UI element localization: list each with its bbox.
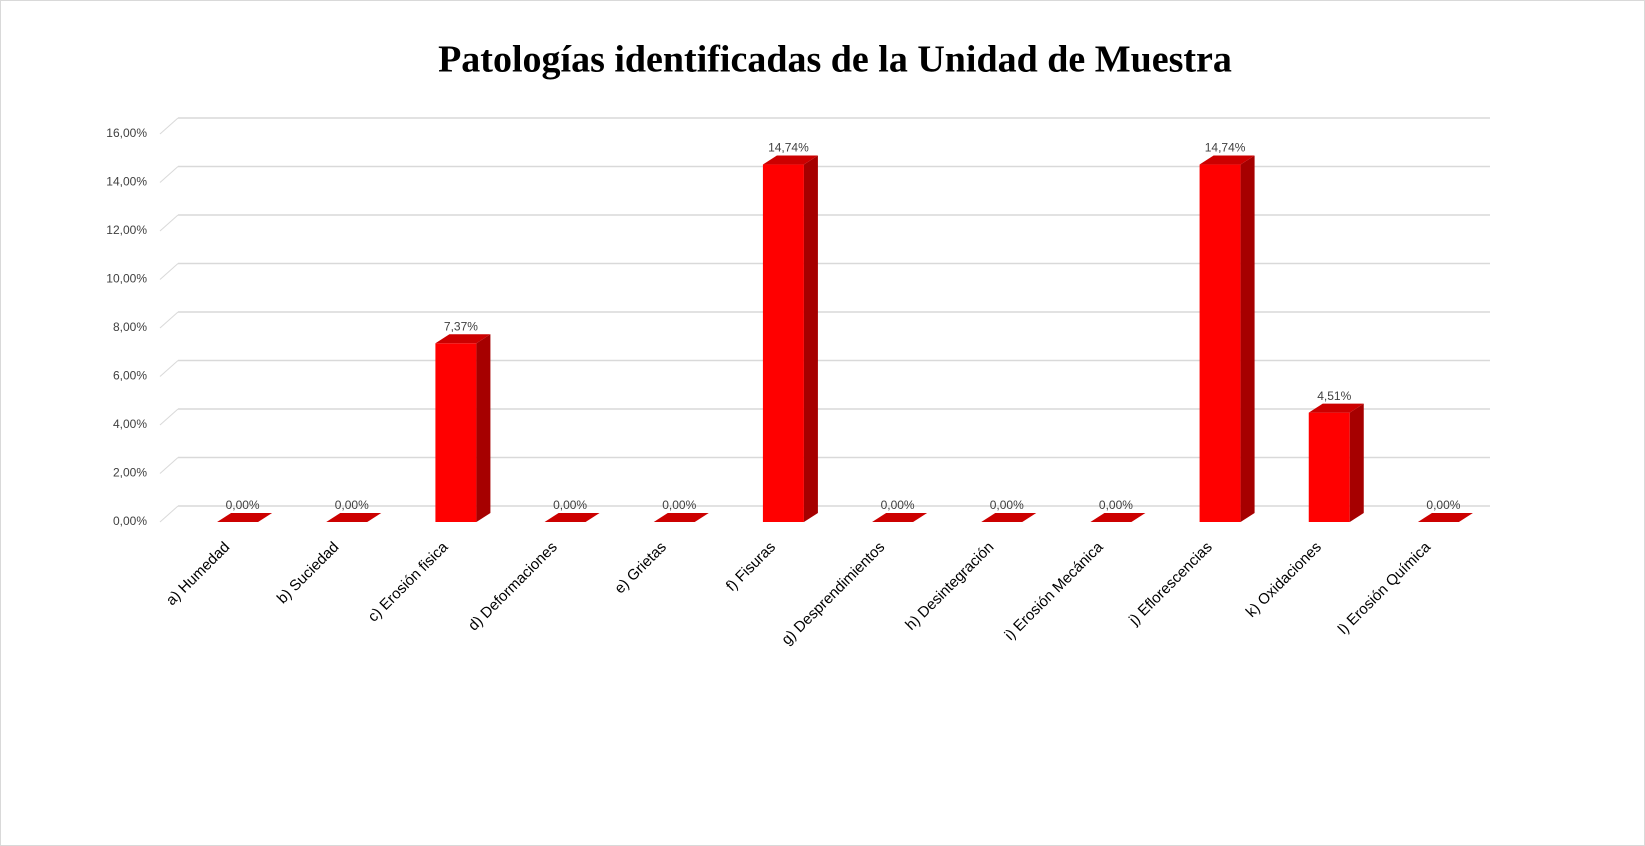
grid-line bbox=[159, 360, 179, 377]
bar-top bbox=[435, 334, 491, 344]
bar-top bbox=[1199, 155, 1255, 165]
bar-top bbox=[872, 513, 928, 522]
data-label: 7,37% bbox=[444, 319, 478, 333]
bar-side bbox=[1349, 403, 1364, 522]
grid-line bbox=[159, 505, 179, 523]
bar-side bbox=[803, 155, 818, 522]
data-label: 14,74% bbox=[1205, 141, 1246, 155]
bar bbox=[435, 343, 477, 522]
y-tick-label: 8,00% bbox=[113, 320, 147, 334]
y-tick-label: 6,00% bbox=[113, 369, 147, 383]
bar-top bbox=[544, 513, 600, 522]
grid-line bbox=[159, 117, 179, 135]
grid-line bbox=[159, 263, 179, 280]
bar-top bbox=[762, 155, 818, 165]
bar-top bbox=[1417, 513, 1473, 522]
data-label: 0,00% bbox=[335, 498, 369, 512]
data-label: 0,00% bbox=[1099, 498, 1133, 512]
y-tick-label: 10,00% bbox=[106, 272, 147, 286]
bar-top bbox=[1308, 403, 1364, 413]
bar-side bbox=[1240, 155, 1255, 522]
bar-top bbox=[217, 513, 273, 522]
bar-side bbox=[476, 334, 491, 522]
y-tick-label: 16,00% bbox=[106, 126, 147, 140]
bar bbox=[1199, 164, 1241, 522]
bar-top bbox=[653, 513, 709, 522]
data-label: 0,00% bbox=[881, 498, 915, 512]
data-label: 4,51% bbox=[1317, 389, 1351, 403]
y-tick-label: 12,00% bbox=[106, 223, 147, 237]
y-tick-label: 14,00% bbox=[106, 175, 147, 189]
bar-top bbox=[326, 513, 382, 522]
grid-line bbox=[159, 311, 179, 329]
data-label: 0,00% bbox=[226, 498, 260, 512]
bar-top bbox=[981, 513, 1037, 522]
grid-line bbox=[159, 166, 179, 183]
data-label: 0,00% bbox=[553, 498, 587, 512]
bar bbox=[1308, 412, 1350, 522]
grid-line bbox=[159, 214, 179, 232]
data-label: 0,00% bbox=[662, 498, 696, 512]
y-tick-label: 2,00% bbox=[113, 466, 147, 480]
data-label: 14,74% bbox=[768, 141, 809, 155]
data-label: 0,00% bbox=[990, 498, 1024, 512]
y-tick-label: 0,00% bbox=[113, 514, 147, 528]
grid-line bbox=[159, 457, 179, 474]
chart-title: Patologías identificadas de la Unidad de… bbox=[438, 39, 1232, 81]
grid-line bbox=[159, 408, 179, 426]
bar-top bbox=[1090, 513, 1146, 522]
bar bbox=[762, 164, 804, 522]
data-label: 0,00% bbox=[1426, 498, 1460, 512]
y-tick-label: 4,00% bbox=[113, 417, 147, 431]
